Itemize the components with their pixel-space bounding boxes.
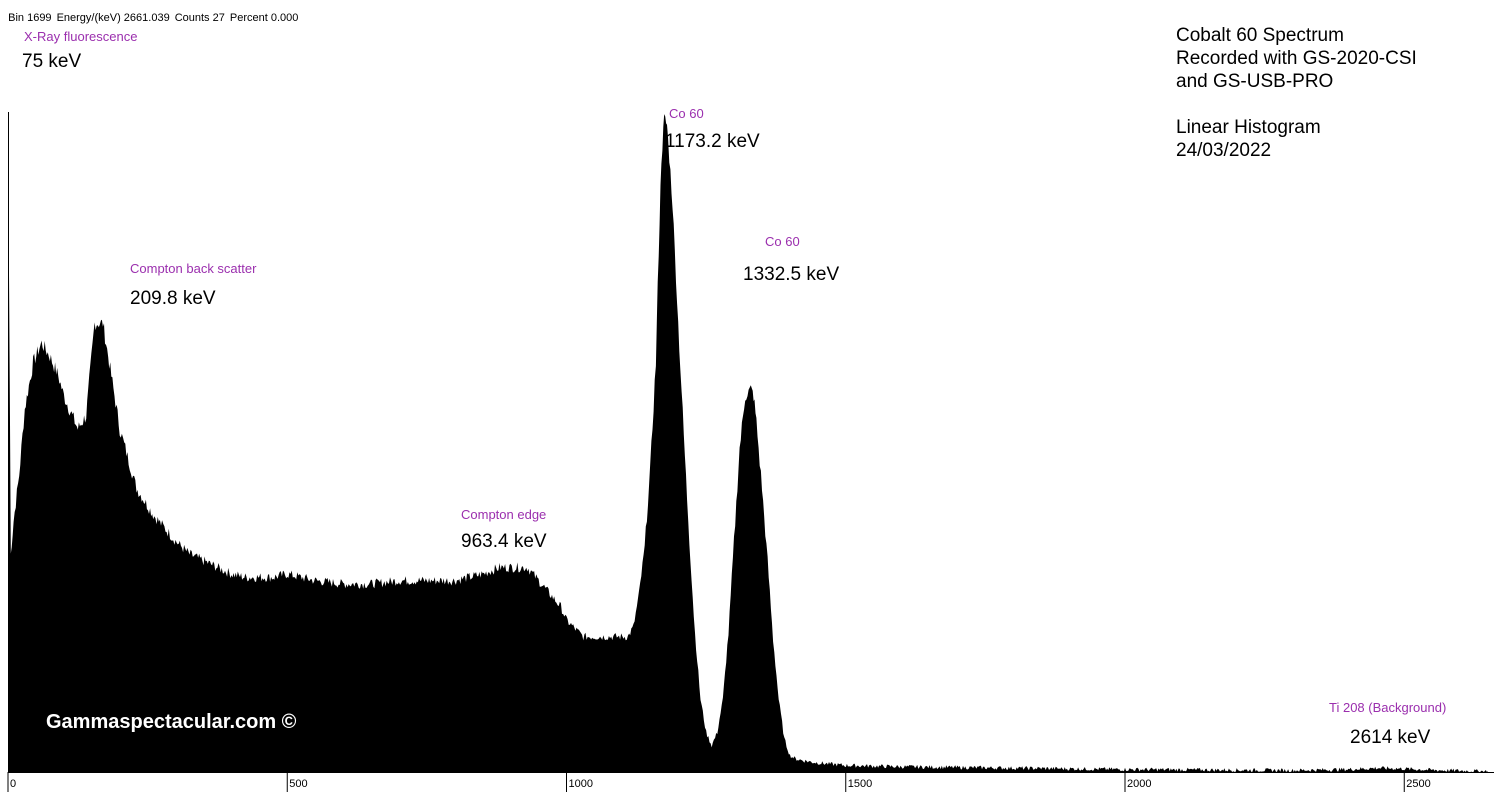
status-counts: Counts 27 [174,12,225,24]
annotation-backscatter-value: 209.8 keV [130,288,216,309]
annotation-co60-1-value: 1173.2 keV [665,131,760,152]
status-energy: Energy/(keV) 2661.039 [56,12,170,24]
annotation-co60-2-label: Co 60 [765,234,800,249]
info-spacer [1176,93,1417,116]
annotation-co60-2-value: 1332.5 keV [743,264,840,285]
annotation-ti208-value: 2614 keV [1350,727,1431,748]
chart-info-box: Cobalt 60 Spectrum Recorded with GS-2020… [1176,24,1417,162]
x-axis-ticks: 0 500 1000 1500 2000 2500 [7,772,1431,792]
x-tick-label: 2000 [1127,778,1151,790]
x-tick-label: 500 [289,778,307,790]
spectrum-area [8,112,1488,772]
annotation-xray-label: X-Ray fluorescence [24,29,138,44]
annotation-compton-edge-value: 963.4 keV [461,531,547,552]
x-tick-label: 1500 [848,778,872,790]
annotation-co60-1-label: Co 60 [669,106,704,121]
info-recorded-with: Recorded with GS-2020-CSI [1176,48,1417,69]
annotation-ti208-label: Ti 208 (Background) [1329,700,1447,715]
info-usb-pro: and GS-USB-PRO [1176,71,1334,92]
info-histogram-type: Linear Histogram [1176,117,1321,138]
x-tick-label: 0 [10,778,16,790]
annotation-backscatter-label: Compton back scatter [130,261,257,276]
status-bar: Bin 1699 Energy/(keV) 2661.039 Counts 27 Pe… [2,0,303,24]
info-title: Cobalt 60 Spectrum [1176,25,1344,46]
info-date: 24/03/2022 [1176,140,1272,161]
status-percent: Percent 0.000 [229,12,299,24]
x-tick-label: 1000 [569,778,593,790]
annotation-compton-edge-label: Compton edge [461,507,547,522]
x-tick-label: 2500 [1406,778,1430,790]
annotation-xray-value: 75 keV [22,51,82,72]
status-bin: Bin 1699 [8,12,52,24]
watermark: Gammaspectacular.com © [46,711,297,733]
